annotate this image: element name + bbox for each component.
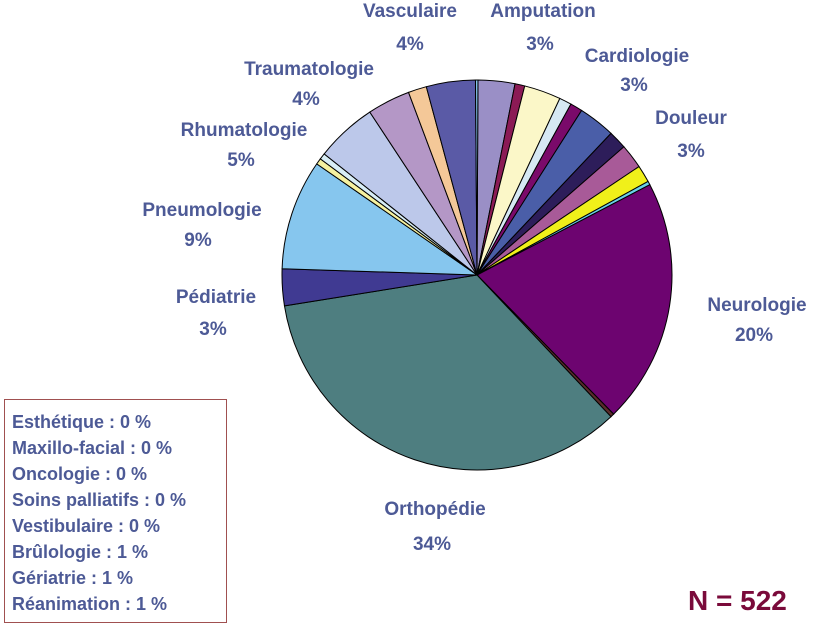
pie-slice-orthopedie [283,274,612,471]
pie-slice-unlabeled-21 [474,79,479,276]
label-cardiologie: Cardiologie [585,46,690,67]
pct-cardiologie: 3% [620,75,648,96]
pct-rhumatologie: 5% [227,150,255,171]
label-orthopedie: Orthopédie [384,499,485,520]
legend-item: Vestibulaire : 0 % [12,516,161,536]
pct-orthopedie: 34% [413,534,451,555]
legend-item: Réanimation : 1 % [12,594,168,614]
pct-neurologie: 20% [735,325,773,346]
label-pediatrie: Pédiatrie [176,287,256,308]
legend-item: Soins palliatifs : 0 % [12,490,187,510]
legend-item: Esthétique : 0 % [12,412,152,432]
pie-slice-pneumologie [281,163,479,276]
pct-vasculaire: 4% [396,34,424,55]
sample-size-label: N = 522 [688,585,787,616]
label-douleur: Douleur [655,108,727,129]
legend-item: Gériatrie : 1 % [12,568,134,588]
label-pneumologie: Pneumologie [142,200,261,221]
pie-slice-neurologie [476,184,673,415]
legend-item: Maxillo-facial : 0 % [12,438,173,458]
label-traumatologie: Traumatologie [244,59,374,80]
label-rhumatologie: Rhumatologie [181,120,308,141]
pct-traumatologie: 4% [292,89,320,110]
label-vasculaire: Vasculaire [363,1,457,22]
minor-specialties-box: Esthétique : 0 % Maxillo-facial : 0 % On… [4,399,227,623]
pct-pneumologie: 9% [184,230,212,251]
pie-slices [281,79,673,471]
pct-amputation: 3% [526,34,554,55]
legend-item: Brûlologie : 1 % [12,542,149,562]
slice-labels: Vasculaire 4% Amputation 3% Cardiologie … [142,1,806,555]
legend-item: Oncologie : 0 % [12,464,148,484]
pct-pediatrie: 3% [199,319,227,340]
pct-douleur: 3% [677,141,705,162]
label-neurologie: Neurologie [707,295,806,316]
label-amputation: Amputation [490,1,596,22]
